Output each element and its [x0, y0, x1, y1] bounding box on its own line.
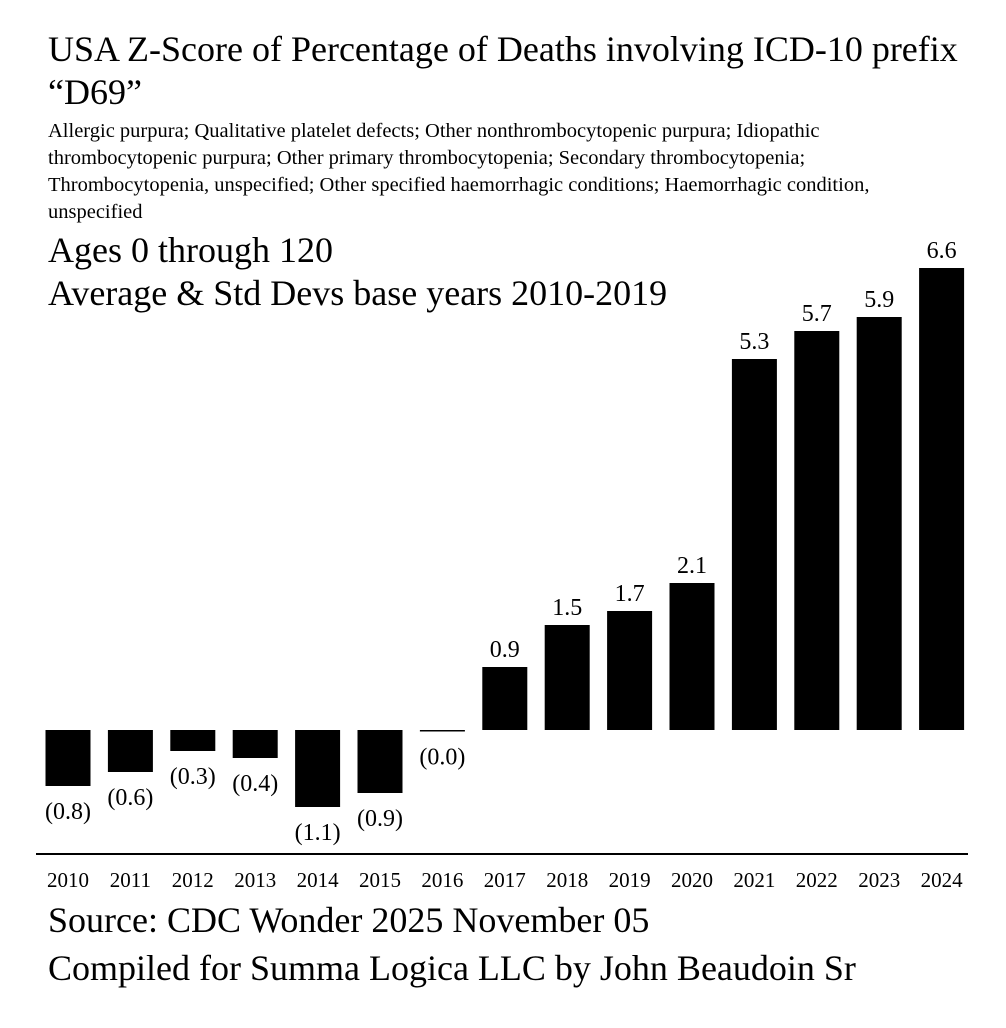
bar-2014 — [295, 730, 341, 807]
x-tick-label-2013: 2013 — [234, 868, 276, 892]
ages-note: Ages 0 through 120 — [48, 230, 333, 270]
value-label-2018: 1.5 — [552, 595, 582, 621]
value-label-2011: (0.6) — [107, 785, 153, 811]
x-tick-label-2011: 2011 — [110, 868, 151, 892]
value-labels-group: (0.8) (0.6) (0.3) (0.4) (1.1) (0.9) (0.0) 0.9 1.… — [45, 238, 957, 846]
bar-2019 — [607, 611, 653, 730]
bar-2010 — [45, 730, 91, 786]
value-label-2023: 5.9 — [864, 287, 894, 313]
x-tick-labels-group: 2010 2011 2012 2013 2014 2015 2016 2017 2018 2019… — [47, 868, 963, 892]
bar-2012 — [170, 730, 216, 751]
source-note: Source: CDC Wonder 2025 November 05 — [48, 900, 650, 940]
bar-2024 — [919, 268, 965, 730]
value-label-2020: 2.1 — [677, 553, 707, 579]
compiled-note: Compiled for Summa Logica LLC by John Be… — [48, 948, 856, 988]
x-tick-label-2023: 2023 — [858, 868, 900, 892]
value-label-2012: (0.3) — [170, 764, 216, 790]
bar-2016 — [419, 730, 465, 732]
bar-2013 — [232, 730, 278, 758]
bar-2020 — [669, 583, 715, 730]
bars-group — [45, 268, 965, 807]
x-tick-label-2020: 2020 — [671, 868, 713, 892]
value-label-2024: 6.6 — [927, 238, 957, 264]
value-label-2013: (0.4) — [232, 771, 278, 797]
value-label-2017: 0.9 — [490, 637, 520, 663]
x-tick-label-2017: 2017 — [484, 868, 526, 892]
value-label-2015: (0.9) — [357, 806, 403, 832]
bar-2017 — [482, 667, 528, 730]
x-tick-label-2021: 2021 — [733, 868, 775, 892]
value-label-2019: 1.7 — [615, 581, 645, 607]
value-label-2016: (0.0) — [419, 745, 465, 771]
bar-2023 — [856, 317, 902, 730]
chart-title: USA Z-Score of Percentage of Deaths invo… — [48, 29, 958, 112]
bar-2021 — [731, 359, 777, 730]
base-years-note: Average & Std Devs base years 2010-2019 — [48, 273, 668, 313]
x-tick-label-2016: 2016 — [421, 868, 463, 892]
x-tick-label-2015: 2015 — [359, 868, 401, 892]
bar-2022 — [794, 331, 840, 730]
bar-2015 — [357, 730, 403, 793]
x-tick-label-2012: 2012 — [172, 868, 214, 892]
x-tick-label-2018: 2018 — [546, 868, 588, 892]
bar-2018 — [544, 625, 590, 730]
x-tick-label-2010: 2010 — [47, 868, 89, 892]
value-label-2014: (1.1) — [295, 820, 341, 846]
x-tick-label-2022: 2022 — [796, 868, 838, 892]
bar-2011 — [107, 730, 153, 772]
x-tick-label-2019: 2019 — [609, 868, 651, 892]
value-label-2022: 5.7 — [802, 301, 832, 327]
value-label-2010: (0.8) — [45, 799, 91, 825]
value-label-2021: 5.3 — [739, 329, 769, 355]
x-tick-label-2014: 2014 — [297, 868, 340, 892]
chart-subtitle: Allergic purpura; Qualitative platelet d… — [48, 120, 870, 223]
x-tick-label-2024: 2024 — [921, 868, 964, 892]
